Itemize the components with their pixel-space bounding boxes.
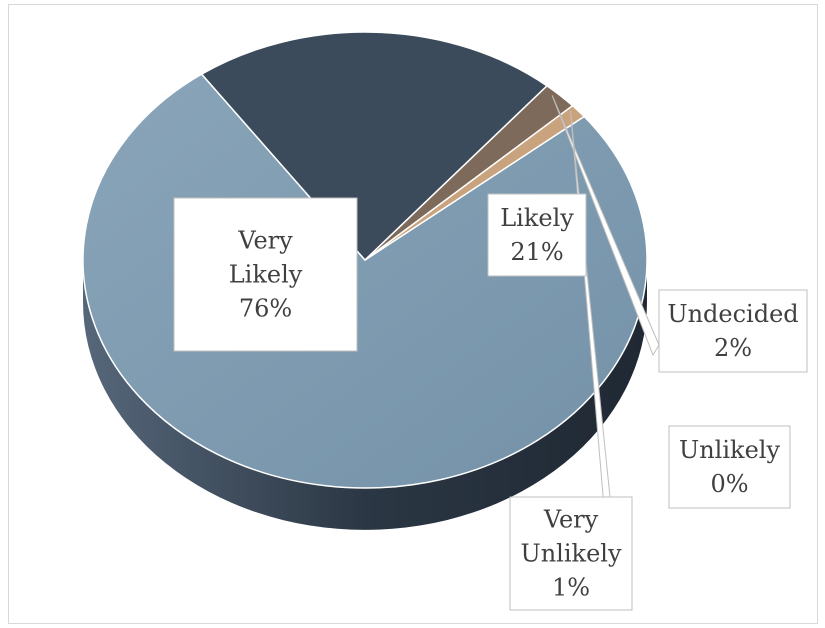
- pie-slice-very-likely: [82, 73, 648, 489]
- pie-slice-very-unlikely: [364, 104, 586, 261]
- data-label-value: 0%: [710, 470, 748, 498]
- data-labels: Very Likely 76% Likely 21% Undecided 2% Very Unl…: [173, 193, 808, 611]
- data-label-box: [658, 289, 808, 373]
- data-label-category: Likely: [229, 261, 303, 289]
- data-label-category: Very: [237, 227, 293, 255]
- data-label-unlikely: Unlikely 0%: [668, 425, 791, 509]
- leader-line-undecided: [551, 95, 660, 357]
- data-label-box: [668, 425, 791, 509]
- data-label-very-unlikely: Very Unlikely 1%: [509, 496, 633, 611]
- data-label-box: [509, 496, 633, 611]
- data-label-value: 2%: [714, 334, 752, 362]
- data-label-category: Undecided: [667, 300, 798, 328]
- data-label-value: 1%: [552, 574, 590, 602]
- pie-side-wall-shape: [83, 260, 647, 530]
- pie-slices: [82, 31, 648, 489]
- pie-slice-likely: [200, 31, 549, 262]
- data-label-box: [173, 197, 358, 352]
- data-label-category: Likely: [500, 204, 574, 232]
- data-label-value: 76%: [239, 295, 292, 323]
- data-label-likely: Likely 21%: [487, 193, 587, 277]
- pie-side-wall: [83, 260, 647, 530]
- data-label-box: [487, 193, 587, 277]
- data-label-value: 21%: [510, 238, 563, 266]
- data-label-undecided: Undecided 2%: [658, 289, 808, 373]
- data-label-category: Very: [543, 506, 599, 534]
- data-label-very-likely: Very Likely 76%: [173, 197, 358, 352]
- chart-frame: [8, 4, 818, 624]
- data-label-category: Unlikely: [520, 540, 621, 568]
- data-label-category: Unlikely: [679, 436, 780, 464]
